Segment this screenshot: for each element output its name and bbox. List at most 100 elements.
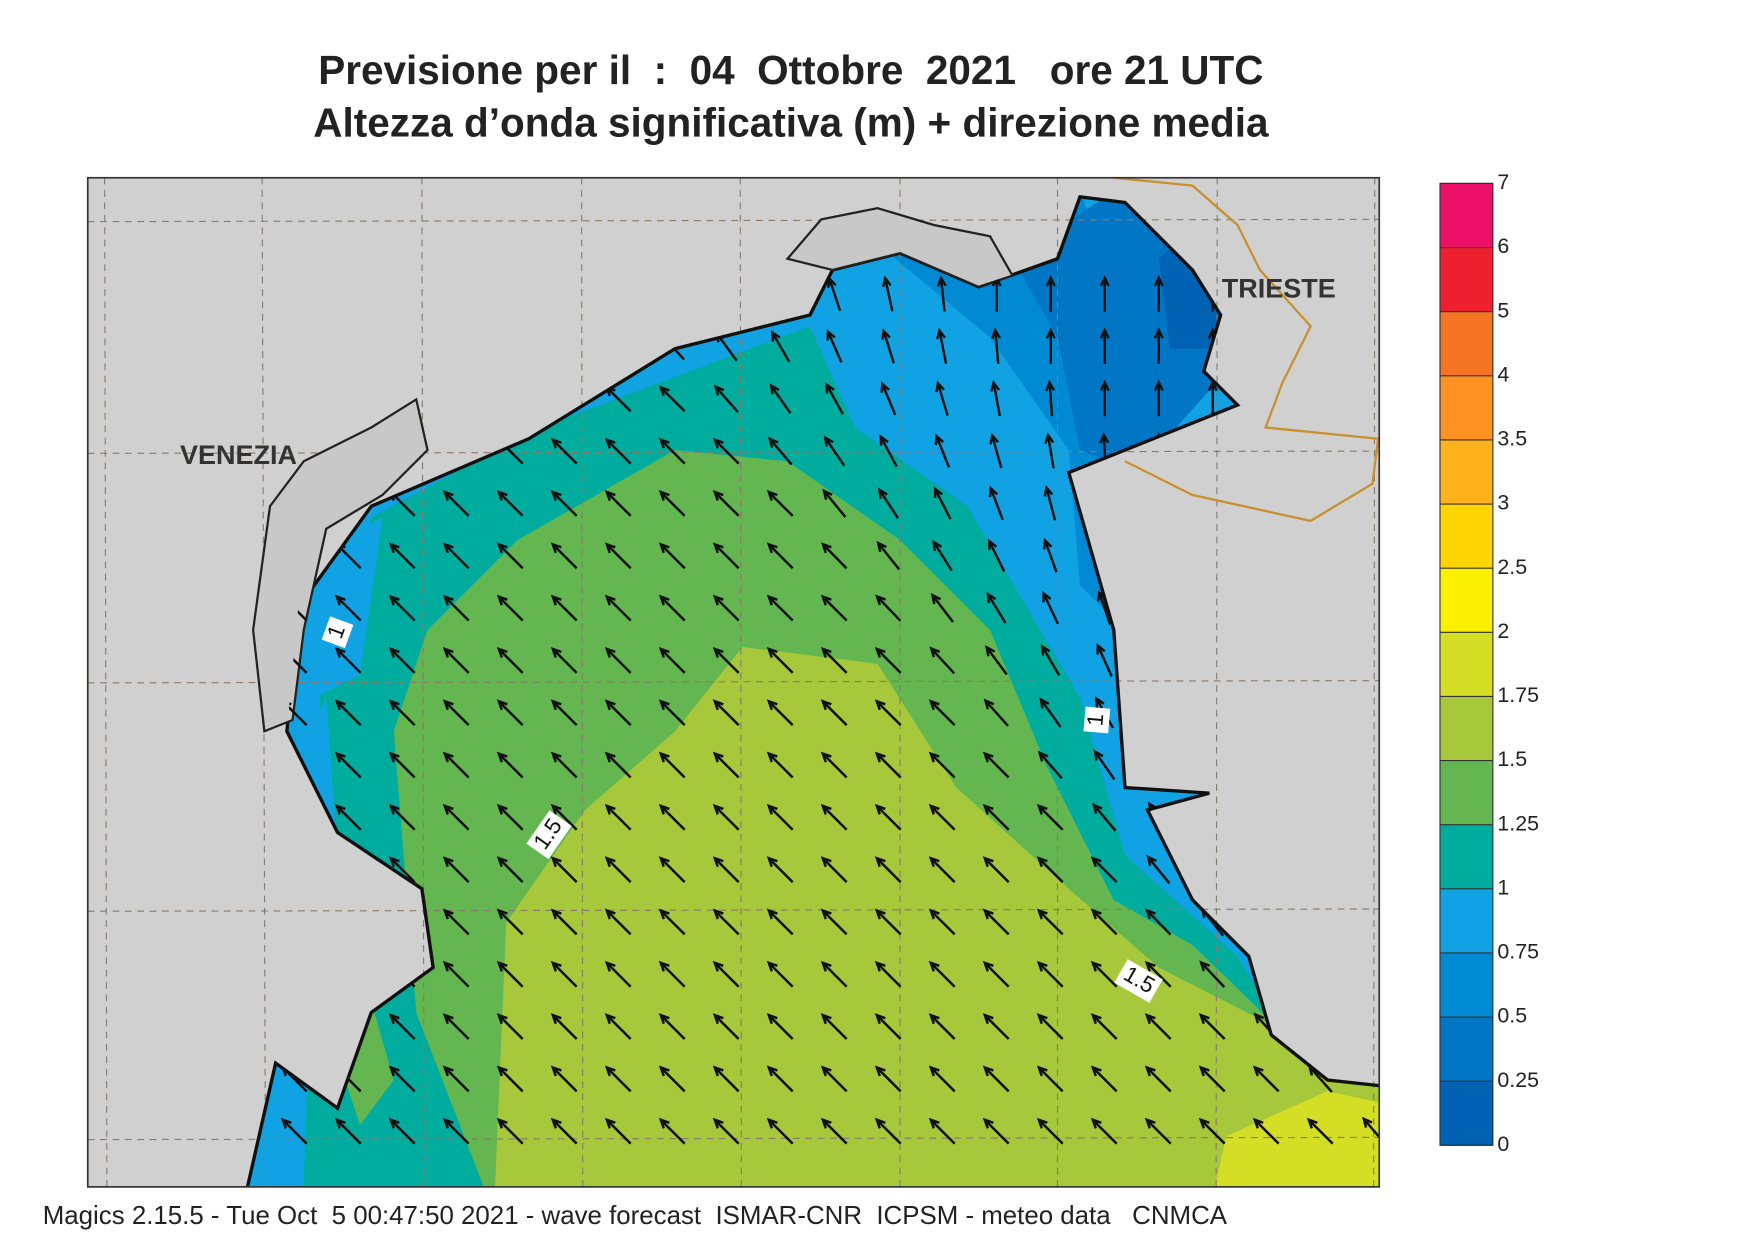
arrow: [766, 542, 794, 570]
arrow: [712, 1065, 740, 1093]
arrow: [334, 1117, 362, 1145]
arrow: [1045, 379, 1056, 417]
arrow: [928, 699, 956, 727]
arrow: [928, 908, 956, 936]
arrow: [1039, 697, 1062, 728]
arrow: [1199, 960, 1226, 988]
arrow: [1040, 643, 1061, 677]
arrow: [388, 1065, 416, 1093]
arrow: [1090, 908, 1118, 936]
title-line: Previsione per il : 04 Ottobre 2021 ore …: [318, 47, 1263, 93]
colorbar-box: [1440, 888, 1493, 953]
colorbar-tick-label: 1.5: [1497, 747, 1527, 771]
arrow: [712, 699, 740, 727]
arrow: [712, 542, 740, 570]
arrow: [874, 960, 902, 988]
arrow: [766, 1117, 794, 1145]
arrow: [550, 908, 578, 936]
arrow: [442, 856, 470, 883]
arrow: [1198, 1117, 1226, 1145]
arrow: [658, 960, 686, 988]
arrow: [712, 437, 740, 465]
arrow: [1306, 1117, 1334, 1145]
colorbar-tick-label: 0.75: [1497, 940, 1539, 964]
colorbar-box: [1440, 952, 1493, 1017]
colorbar-box: [1440, 247, 1493, 312]
arrow: [1036, 1065, 1064, 1093]
arrow: [496, 908, 524, 936]
arrow: [550, 1065, 578, 1093]
arrow: [880, 381, 897, 416]
arrow: [820, 856, 848, 883]
arrow: [766, 1065, 794, 1093]
arrow: [334, 594, 362, 622]
arrow: [550, 1013, 578, 1040]
arrow: [928, 1013, 956, 1040]
arrow: [496, 960, 524, 988]
arrow: [496, 646, 524, 674]
colorbar-tick-label: 1.75: [1497, 683, 1539, 707]
arrow: [604, 542, 632, 570]
arrow: [982, 1065, 1010, 1093]
arrow: [658, 646, 686, 674]
colorbar-box: [1440, 760, 1493, 825]
arrow: [496, 1065, 524, 1093]
arrow: [1252, 1065, 1280, 1093]
arrow: [388, 856, 416, 883]
colorbar-box: [1440, 632, 1493, 697]
arrow: [928, 1117, 956, 1145]
contour-label-box: 1: [1082, 706, 1111, 734]
arrow: [935, 380, 949, 416]
arrow: [550, 646, 578, 674]
colorbar-box: [1440, 1017, 1493, 1082]
arrow: [1096, 589, 1112, 625]
arrow: [604, 1013, 632, 1040]
arrow: [388, 594, 416, 622]
arrow: [550, 1117, 578, 1145]
arrow: [442, 960, 470, 988]
arrow: [1144, 1013, 1172, 1040]
arrow: [1036, 1013, 1064, 1040]
arrow: [550, 542, 578, 570]
arrow: [442, 1065, 470, 1093]
arrow: [550, 699, 578, 727]
arrow: [388, 699, 416, 727]
colorbar-tick-label: 0.5: [1497, 1004, 1527, 1028]
arrow: [442, 699, 470, 727]
arrow: [766, 1013, 794, 1040]
arrow: [874, 908, 902, 936]
colorbar-tick-label: 5: [1497, 298, 1509, 322]
arrow: [766, 490, 794, 517]
arrow: [766, 594, 794, 622]
arrow: [1153, 275, 1164, 312]
title-line: Altezza d’onda significativa (m) + direz…: [313, 100, 1269, 146]
arrow: [936, 275, 947, 312]
label-bg: [321, 616, 354, 649]
arrow: [820, 594, 848, 622]
arrow: [712, 594, 740, 622]
arrow: [550, 803, 578, 831]
arrow: [1198, 1013, 1226, 1040]
arrow: [985, 645, 1008, 676]
arrow: [712, 751, 740, 779]
arrow: [826, 329, 843, 364]
arrow: [881, 275, 894, 312]
arrow: [874, 1013, 902, 1040]
arrow: [1036, 856, 1064, 883]
arrow: [658, 751, 686, 779]
arrow: [1146, 854, 1171, 885]
arrow: [982, 908, 1010, 936]
colorbar-box: [1440, 568, 1493, 633]
arrow: [442, 1117, 470, 1145]
arrow: [604, 437, 632, 465]
footer: Magics 2.15.5 - Tue Oct 5 00:47:50 2021 …: [43, 1202, 1228, 1230]
arrow: [820, 1117, 848, 1145]
arrow: [496, 856, 524, 883]
colorbar-tick-label: 1: [1497, 875, 1509, 899]
arrow: [935, 327, 948, 364]
map: VENEZIA TRIESTE 1 1 1.5 1.5: [86, 176, 1381, 1188]
arrow: [820, 803, 848, 831]
arrow: [712, 908, 740, 936]
arrow: [1036, 1117, 1064, 1145]
arrow: [1207, 379, 1218, 417]
